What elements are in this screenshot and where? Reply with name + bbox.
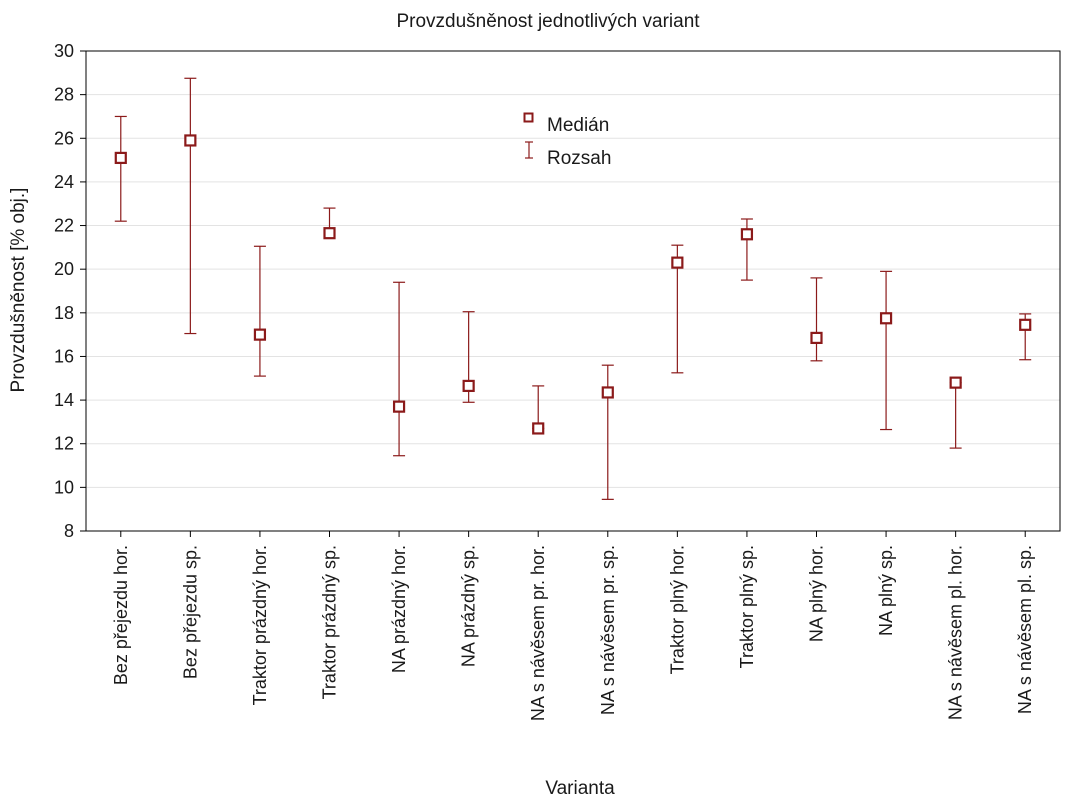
range-marker bbox=[601, 364, 614, 500]
y-tick-label: 24 bbox=[54, 172, 74, 192]
x-tick-label: Traktor plný sp. bbox=[737, 545, 757, 668]
x-tick-label: NA prázdný hor. bbox=[389, 545, 409, 673]
x-axis-label: Varianta bbox=[545, 778, 615, 799]
chart-title: Provzdušněnost jednotlivých variant bbox=[396, 11, 700, 32]
y-axis-label: Provzdušněnost [% obj.] bbox=[8, 188, 29, 393]
y-tick-label: 22 bbox=[54, 216, 74, 236]
plot-frame bbox=[85, 50, 1061, 532]
range-marker bbox=[879, 270, 893, 431]
y-tick-label: 16 bbox=[54, 346, 74, 366]
median-marker bbox=[184, 134, 197, 147]
median-marker bbox=[323, 227, 336, 240]
median-marker bbox=[949, 376, 962, 389]
range-marker bbox=[740, 218, 754, 281]
x-tick-label: NA prázdný sp. bbox=[459, 545, 479, 667]
y-tick-label: 20 bbox=[54, 259, 74, 279]
y-tick-label: 14 bbox=[54, 390, 74, 410]
legend-median-marker bbox=[523, 112, 534, 123]
range-marker bbox=[949, 376, 962, 449]
x-tick-label: NA s návěsem pl. sp. bbox=[1015, 545, 1035, 714]
x-axis: Bez přejezdu hor. Bez přejezdu sp. Traktor… bbox=[111, 531, 1035, 721]
legend-range-label: Rozsah bbox=[547, 148, 611, 169]
median-marker bbox=[462, 379, 475, 393]
range-marker bbox=[462, 311, 475, 403]
range-marker bbox=[532, 385, 545, 435]
y-tick-label: 18 bbox=[54, 303, 74, 323]
x-tick-label: NA s návěsem pl. hor. bbox=[946, 545, 966, 720]
x-tick-label: Traktor prázdný hor. bbox=[250, 545, 270, 705]
legend-median-label: Medián bbox=[547, 115, 609, 136]
x-tick-label: Bez přejezdu hor. bbox=[111, 545, 131, 685]
y-tick-label: 26 bbox=[54, 128, 74, 148]
x-tick-label: NA plný sp. bbox=[876, 545, 896, 636]
median-marker bbox=[1019, 318, 1032, 331]
x-tick-label: Bez přejezdu sp. bbox=[180, 545, 200, 679]
x-tick-label: NA s návěsem pr. hor. bbox=[528, 545, 548, 721]
y-tick-label: 30 bbox=[54, 41, 74, 61]
x-tick-label: Traktor plný hor. bbox=[667, 545, 687, 674]
y-tick-label: 8 bbox=[64, 521, 74, 541]
range-marker bbox=[323, 207, 336, 240]
y-axis: 8 10 12 14 16 18 20 22 24 26 28 30 bbox=[54, 41, 86, 541]
range-marker bbox=[184, 77, 197, 335]
y-tick-label: 10 bbox=[54, 477, 74, 497]
median-marker bbox=[532, 422, 545, 435]
median-marker bbox=[671, 256, 684, 269]
range-marker bbox=[253, 245, 267, 377]
data-marks bbox=[114, 77, 1032, 500]
median-marker bbox=[253, 328, 267, 341]
legend: Medián Rozsah bbox=[523, 112, 611, 169]
range-marker bbox=[671, 244, 684, 374]
x-tick-label: Traktor prázdný sp. bbox=[320, 545, 340, 699]
grid bbox=[86, 94, 1060, 488]
median-marker bbox=[810, 331, 823, 345]
y-tick-label: 28 bbox=[54, 85, 74, 105]
median-marker bbox=[740, 228, 754, 241]
range-marker bbox=[810, 277, 823, 362]
median-marker bbox=[114, 151, 127, 165]
range-marker bbox=[114, 115, 127, 222]
y-tick-label: 12 bbox=[54, 434, 74, 454]
range-marker bbox=[392, 281, 406, 457]
range-marker bbox=[1019, 313, 1032, 361]
median-marker bbox=[601, 386, 614, 399]
x-tick-label: NA plný hor. bbox=[807, 545, 827, 642]
x-tick-label: NA s návěsem pr. sp. bbox=[598, 545, 618, 715]
median-marker bbox=[879, 312, 893, 325]
median-marker bbox=[392, 400, 406, 413]
